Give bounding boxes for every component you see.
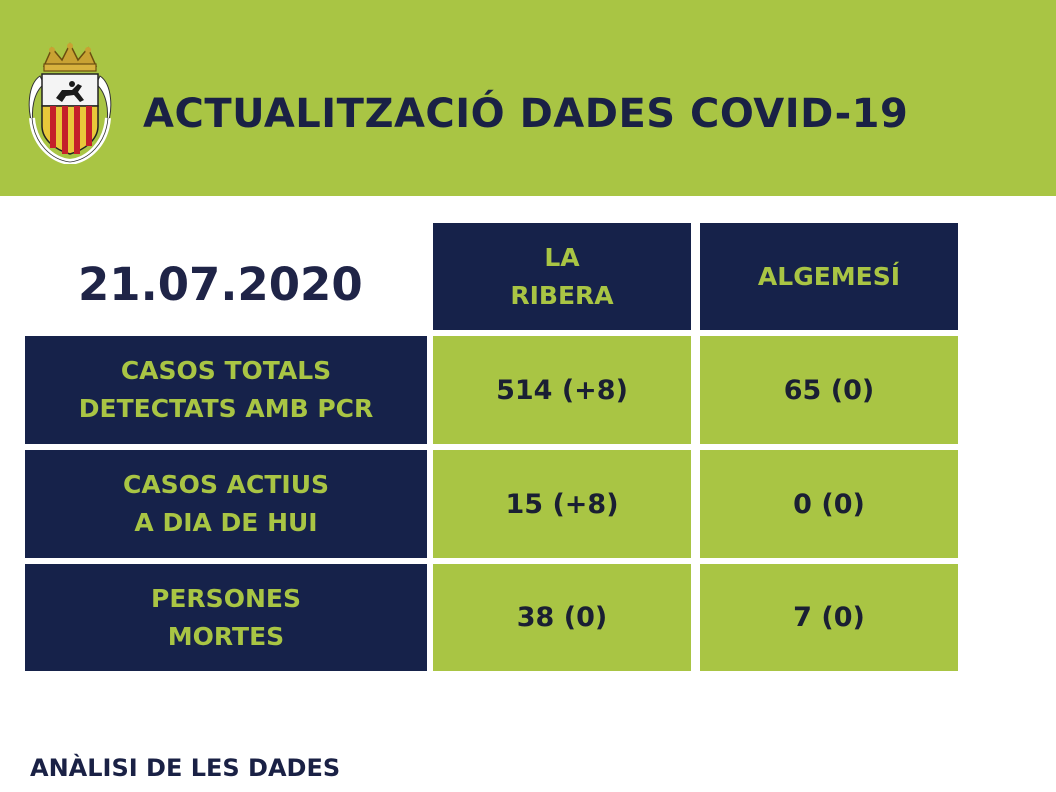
- row-header-label: CASOS ACTIUS A DIA DE HUI: [122, 470, 330, 537]
- cell-value: 7 (0): [793, 602, 865, 633]
- column-header-la-ribera: LA RIBERA: [433, 223, 691, 330]
- cell-value: 15 (+8): [505, 488, 619, 520]
- table-cell: 7 (0): [700, 564, 958, 671]
- column-header-algemesi: ALGEMESÍ: [700, 223, 958, 330]
- table-cell: 0 (0): [700, 450, 958, 558]
- cell-value: 65 (0): [783, 374, 875, 406]
- column-header-label: ALGEMESÍ: [757, 261, 901, 291]
- row-header-active-cases: CASOS ACTIUS A DIA DE HUI: [25, 450, 427, 558]
- row-header-label: PERSONES MORTES: [151, 583, 301, 651]
- town-crest-icon: [28, 42, 112, 164]
- cell-value: 0 (0): [793, 488, 865, 520]
- table-cell: 15 (+8): [433, 450, 691, 558]
- header-banner: ACTUALITZACIÓ DADES COVID-19: [0, 0, 1056, 196]
- table-cell: 65 (0): [700, 336, 958, 444]
- report-date: 21.07.2020: [78, 258, 363, 311]
- cell-value: 514 (+8): [496, 374, 628, 406]
- row-header-label: CASOS TOTALS DETECTATS AMB PCR: [78, 356, 374, 423]
- row-header-total-cases: CASOS TOTALS DETECTATS AMB PCR: [25, 336, 427, 444]
- cell-value: 38 (0): [516, 602, 608, 633]
- table-cell: 514 (+8): [433, 336, 691, 444]
- section-heading-analysis: ANÀLISI DE LES DADES: [30, 754, 341, 782]
- table-cell: 38 (0): [433, 564, 691, 671]
- column-header-label: LA RIBERA: [510, 242, 614, 310]
- row-header-deaths: PERSONES MORTES: [25, 564, 427, 671]
- page-title: ACTUALITZACIÓ DADES COVID-19: [143, 91, 909, 137]
